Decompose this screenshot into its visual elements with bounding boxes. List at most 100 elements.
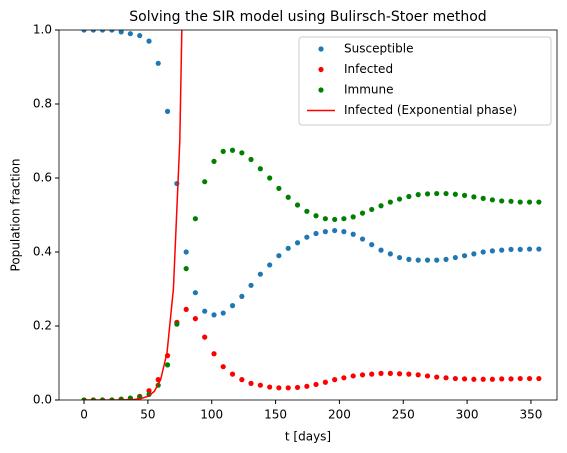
data-point [406,193,412,200]
data-point [81,30,87,33]
data-point [415,192,421,198]
x-tick-label: 150 [264,408,287,422]
data-point [239,150,245,156]
data-point [461,376,468,382]
data-point [267,175,273,181]
data-point [211,351,217,357]
data-point [332,377,338,383]
y-tick-label: 0.2 [33,319,52,333]
data-point [517,199,523,205]
data-point [90,30,96,33]
data-point [146,38,152,44]
chart-title: Solving the SIR model using Bulirsch-Sto… [129,9,486,25]
axes-frame [58,29,558,401]
data-point [499,198,505,204]
data-point [378,247,384,253]
data-point [229,303,236,309]
data-point [396,254,403,261]
data-point [443,190,449,197]
data-point [248,282,254,288]
data-point [174,321,180,327]
data-point [369,242,375,248]
data-point [517,246,523,253]
x-axis-label: t [days] [285,430,331,444]
data-point [443,256,449,262]
data-point [109,30,115,33]
y-axis-label: Population fraction [9,159,23,272]
data-point [536,375,542,382]
y-tick-label: 0.8 [33,97,52,111]
data-point [257,166,263,172]
data-point [443,375,449,381]
data-point [378,203,384,209]
data-point [536,199,542,205]
data-point [313,381,319,388]
data-point [406,371,412,377]
data-point [276,385,282,391]
data-point [471,251,477,257]
data-point [211,312,217,318]
data-point [220,148,226,154]
data-point [359,372,366,378]
x-tick-label: 200 [328,408,351,422]
data-point [387,251,393,257]
data-point [322,379,328,385]
data-point [424,191,431,197]
data-point [285,245,291,251]
data-point [387,199,393,205]
data-point [341,216,347,222]
x-tick-label: 50 [140,408,155,422]
data-point [322,216,328,222]
legend-label: Susceptible [344,42,413,56]
data-point [294,202,301,208]
data-point [415,372,421,378]
series-line [84,30,183,400]
legend-swatch [318,46,324,52]
data-point [508,246,514,253]
data-point [434,190,440,197]
data-point [489,197,495,203]
data-point [452,254,458,261]
data-point [341,375,347,381]
data-point [499,376,505,382]
data-point [276,253,282,259]
data-point [378,370,384,376]
data-point [452,375,458,382]
y-tick-label: 0.0 [33,393,52,407]
data-point [471,194,477,200]
data-point [406,256,412,262]
data-point [461,253,468,259]
data-point [489,248,495,254]
data-point [526,199,533,205]
data-point [248,156,254,163]
data-point [434,257,440,263]
data-point [526,375,533,382]
data-point [508,198,514,204]
data-point [257,271,263,277]
data-point [350,214,356,220]
data-point [229,371,236,377]
data-point [480,376,486,382]
data-point [267,384,273,390]
data-point [359,236,366,242]
data-point [183,306,189,312]
data-point [350,373,356,379]
data-point [508,376,514,382]
data-point [267,262,273,268]
legend-box [298,36,552,126]
data-point [313,213,319,219]
data-point [387,370,393,376]
legend-swatch [318,87,324,93]
data-point [285,385,291,391]
data-point [396,196,403,202]
data-point [99,30,106,33]
data-point [452,191,458,197]
x-tick-label: 0 [80,408,88,422]
data-point [332,227,338,234]
data-point [257,382,263,388]
data-point [341,229,347,235]
data-point [396,371,403,377]
data-point [359,210,366,216]
data-point [480,195,486,201]
data-point [434,374,440,380]
